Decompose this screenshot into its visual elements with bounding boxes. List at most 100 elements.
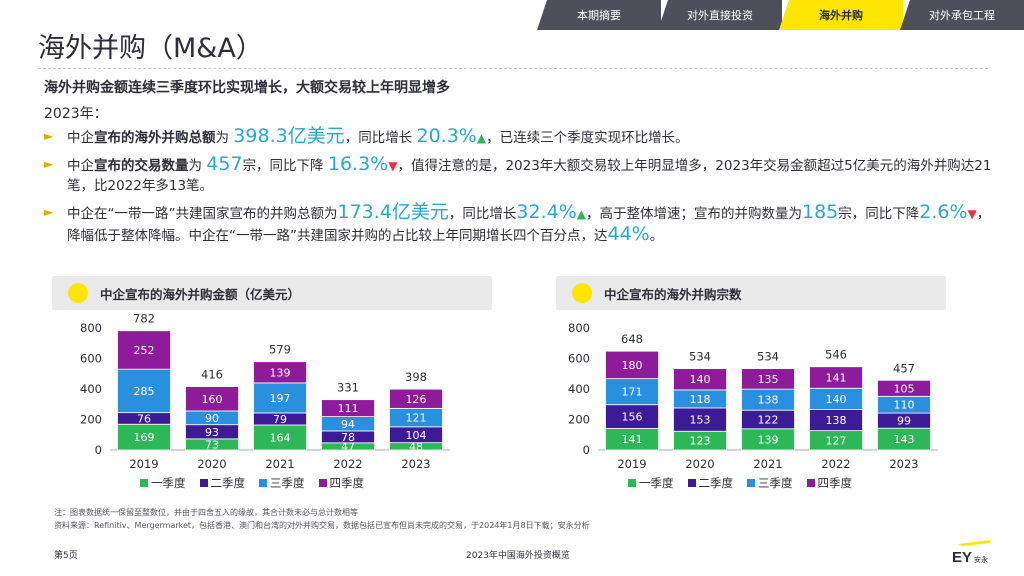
increase-arrow-icon: ▲ (476, 131, 487, 145)
bar-value-label: 47 (341, 440, 355, 453)
legend-item: 三季度 (747, 475, 793, 491)
x-tick-label: 2022 (821, 457, 850, 471)
legend-item: 一季度 (628, 475, 674, 491)
legend-item: 一季度 (140, 475, 186, 491)
legend-swatch (806, 479, 815, 487)
highlight-value: 44% (607, 223, 650, 245)
bar-total-label: 534 (689, 350, 711, 364)
legend-swatch (747, 479, 755, 487)
finding-text: 为 (188, 158, 207, 174)
bar-value-label: 78 (341, 431, 355, 444)
x-tick-label: 2019 (129, 457, 158, 471)
bar-total-label: 648 (621, 332, 643, 346)
finding-item: ► 中企宣布的交易数量为 457宗，同比下降 16.3%▼，值得注意的是，2023… (44, 154, 999, 196)
bar-value-label: 90 (205, 412, 219, 425)
bar-value-label: 79 (273, 413, 287, 426)
finding-text: ，值得注意的是，2023年大额交易较上年明显增多，2023年交易金额超过5亿美元… (67, 158, 992, 194)
finding-text: 宣布的交易数量 (94, 158, 189, 174)
chart-header-count: 中企宣布的海外并购宗数 (556, 276, 946, 310)
bar-value-label: 126 (406, 393, 427, 406)
finding-text: 宗，同比下降 (838, 206, 920, 222)
bar-total-label: 534 (757, 350, 779, 364)
x-tick-label: 2023 (401, 457, 430, 471)
bar-value-label: 169 (134, 431, 155, 444)
chart-title-amount: 中企宣布的海外并购金额（亿美元） (100, 286, 301, 302)
tab-3[interactable]: 对外承包工程 (900, 0, 1024, 30)
highlight-value: 185 (802, 201, 839, 223)
bar-value-label: 197 (270, 392, 291, 405)
headline: 海外并购金额连续三季度环比实现增长，大额交易较上年明显增多 (44, 80, 450, 96)
highlight-value: 16.3% (327, 153, 389, 175)
highlight-value: 2.6% (919, 201, 968, 223)
tab-0[interactable]: 本期摘要 (537, 0, 661, 30)
y-tick-label: 600 (568, 352, 590, 366)
legend-swatch (318, 479, 327, 487)
finding-text: ，已连续三个季度实现环比增长。 (486, 130, 689, 146)
legend-count: 一季度 二季度 三季度 四季度 (628, 475, 866, 491)
finding-text: ，同比增长 (344, 130, 417, 146)
bar-value-label: 164 (270, 431, 291, 444)
bar-value-label: 141 (622, 433, 643, 446)
legend-label: 一季度 (151, 476, 186, 490)
y-tick-label: 800 (568, 321, 590, 335)
bullet-arrow-icon: ► (44, 129, 54, 143)
highlight-value: 457 (206, 153, 243, 175)
legend-label: 二季度 (210, 476, 246, 490)
logo-subtext: 安永 (974, 555, 988, 564)
page-title: 海外并购（M&A） (38, 33, 263, 64)
y-tick-label: 0 (583, 443, 590, 457)
bar-total-label: 546 (825, 348, 847, 362)
finding-text: ，同比增长 (448, 206, 517, 222)
section-tabs: 本期摘要 对外直接投资 海外并购 对外承包工程 (537, 0, 1024, 30)
bar-value-label: 127 (826, 434, 847, 447)
y-tick-label: 400 (568, 382, 590, 396)
report-name: 2023年中国海外投资概览 (466, 551, 570, 561)
chart-header-amount: 中企宣布的海外并购金额（亿美元） (52, 276, 492, 310)
bar-value-label: 104 (406, 429, 427, 442)
x-tick-label: 2019 (617, 457, 646, 471)
bar-segment (877, 379, 931, 397)
increase-arrow-icon: ▲ (576, 207, 586, 221)
x-tick-label: 2022 (333, 457, 362, 471)
bar-value-label: 110 (894, 399, 915, 412)
bar-segment (117, 423, 171, 451)
bar-total-label: 782 (133, 312, 155, 326)
legend-swatch (199, 479, 208, 487)
y-tick-label: 400 (80, 382, 102, 396)
finding-text: 。 (649, 228, 664, 244)
bar-segment (741, 368, 795, 390)
highlight-value: 20.3% (416, 125, 477, 147)
legend-item: 三季度 (259, 475, 305, 491)
y-tick-label: 200 (568, 413, 590, 427)
bar-total-label: 416 (201, 368, 223, 382)
legend-label: 三季度 (758, 476, 793, 490)
legend-label: 二季度 (698, 476, 734, 490)
legend-label: 三季度 (270, 476, 305, 490)
bar-value-label: 180 (622, 359, 643, 372)
tab-2[interactable]: 海外并购 (779, 0, 903, 30)
footnotes: 注：图表数据统一保留至整数位，并由于四舍五入的缘故，其合计数未必与总计数相等 资… (54, 506, 590, 532)
bar-value-label: 118 (690, 393, 711, 406)
bar-value-label: 140 (690, 373, 711, 386)
legend-swatch (259, 479, 267, 487)
legend-item: 二季度 (199, 475, 246, 491)
finding-text: 中企 (67, 130, 94, 146)
key-findings-list: ► 中企宣布的海外并购总额为 398.3亿美元，同比增长 20.3%▲，已连续三个… (44, 126, 999, 252)
finding-item: ► 中企宣布的海外并购总额为 398.3亿美元，同比增长 20.3%▲，已连续三个… (44, 126, 999, 148)
bar-value-label: 111 (338, 402, 359, 415)
bar-value-label: 143 (894, 433, 915, 446)
finding-text: 宗，同比下降 (242, 158, 328, 174)
tab-1[interactable]: 对外直接投资 (658, 0, 782, 30)
bar-segment (185, 386, 239, 412)
yellow-dot-icon (572, 283, 592, 303)
footnote-source: 资料来源：Refinitiv、Mergermarket，包括香港、澳门和台湾的对… (54, 521, 590, 530)
bar-value-label: 48 (409, 440, 423, 453)
legend-swatch (140, 479, 148, 487)
y-tick-label: 200 (80, 413, 102, 427)
bar-value-label: 121 (406, 412, 427, 425)
bar-segment (389, 388, 443, 409)
bar-value-label: 76 (137, 412, 151, 425)
title-divider (38, 68, 988, 69)
bullet-arrow-icon: ► (44, 205, 54, 219)
